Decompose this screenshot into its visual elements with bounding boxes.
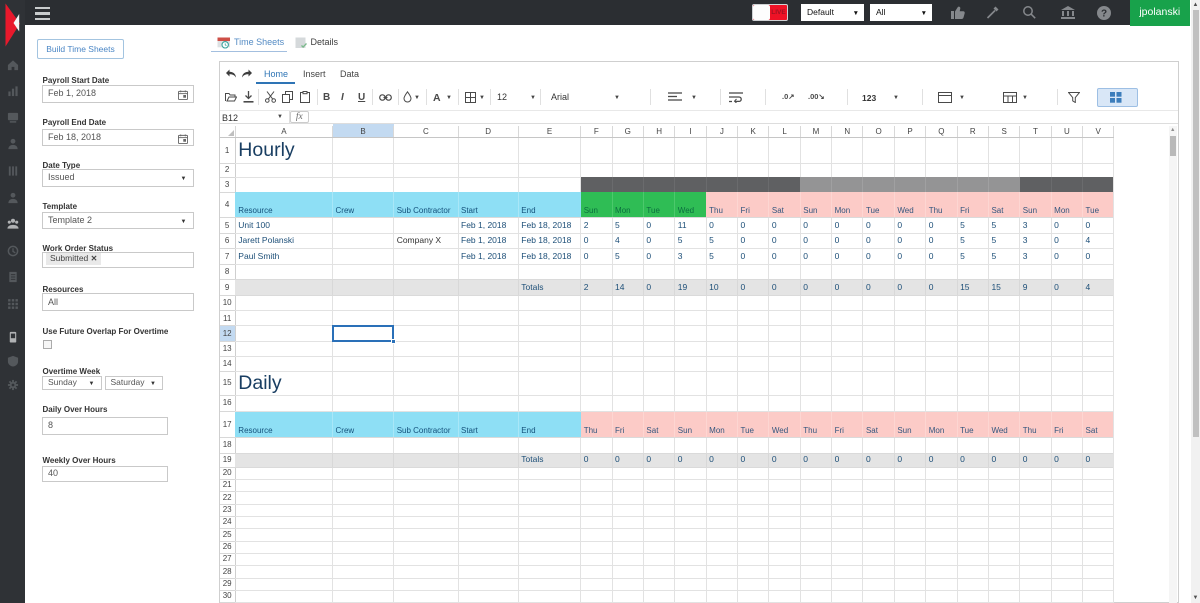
svg-text:?: ?: [1101, 8, 1107, 19]
